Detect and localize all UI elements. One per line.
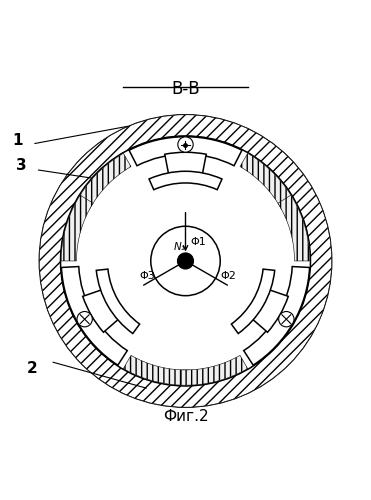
Wedge shape [76, 154, 131, 210]
Wedge shape [62, 266, 127, 365]
Text: Φ1: Φ1 [190, 237, 206, 247]
Text: В-В: В-В [171, 80, 200, 98]
Circle shape [60, 136, 311, 386]
Circle shape [77, 312, 92, 327]
Circle shape [177, 253, 194, 269]
Wedge shape [278, 195, 310, 261]
Wedge shape [232, 269, 275, 334]
Wedge shape [83, 290, 119, 333]
Text: 3: 3 [16, 158, 26, 174]
Text: 1: 1 [12, 133, 23, 148]
Wedge shape [39, 115, 332, 407]
Circle shape [151, 226, 220, 296]
Text: N₁: N₁ [174, 242, 186, 252]
Circle shape [279, 312, 294, 327]
Wedge shape [149, 172, 222, 190]
Circle shape [178, 137, 193, 152]
Wedge shape [96, 269, 139, 334]
Text: Фиг.2: Фиг.2 [163, 408, 208, 424]
Wedge shape [181, 356, 247, 385]
Wedge shape [165, 152, 206, 174]
Text: Φ3: Φ3 [140, 272, 155, 281]
Circle shape [39, 115, 332, 407]
Wedge shape [61, 195, 93, 261]
Text: 2: 2 [27, 362, 37, 376]
Wedge shape [244, 266, 309, 365]
Wedge shape [129, 136, 242, 166]
Wedge shape [252, 290, 288, 333]
Text: Φ2: Φ2 [220, 272, 236, 281]
Wedge shape [124, 356, 190, 385]
Wedge shape [240, 154, 295, 210]
